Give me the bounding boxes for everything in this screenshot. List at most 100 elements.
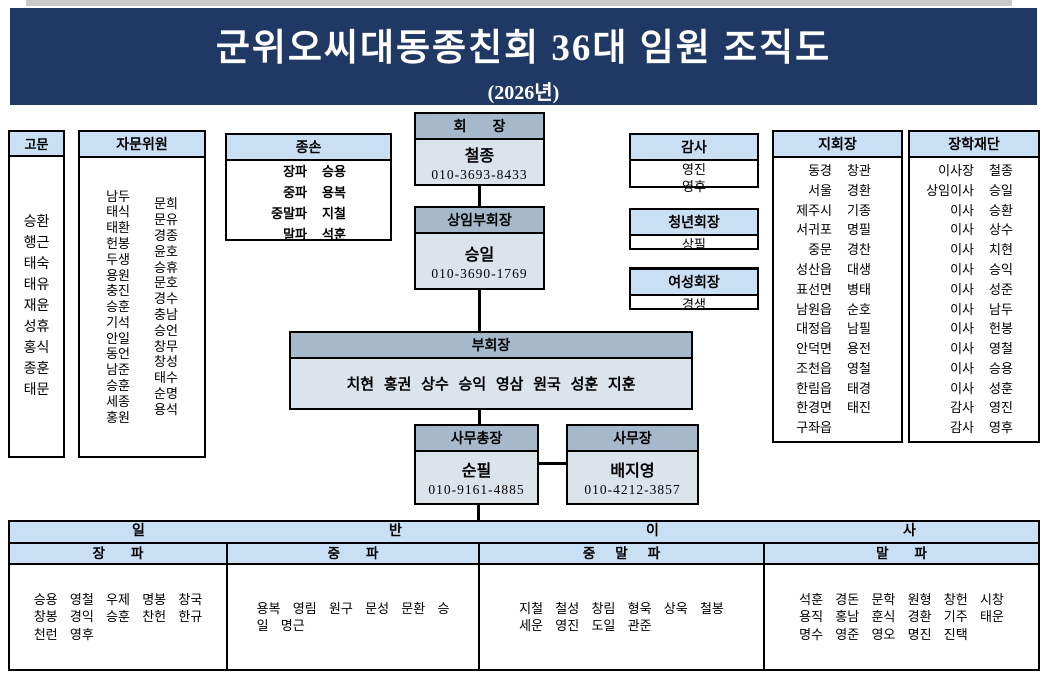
table-row: 동경 창관 bbox=[774, 161, 901, 181]
region-label: 동경 bbox=[808, 162, 832, 178]
region-label: 안덕면 bbox=[796, 341, 832, 357]
names-line: 천런 영후 bbox=[33, 626, 94, 642]
list-item: 윤호 bbox=[154, 243, 178, 259]
office-manager-box: 사무장 배지영 010-4212-3857 bbox=[566, 424, 699, 505]
person-name: 창관 bbox=[847, 162, 871, 178]
branch-chairs-rows: 동경 창관 서울 경환 제주시 기종 서귀포 명필 중문 경찬 성산읍 대생 표… bbox=[774, 158, 901, 441]
person-name bbox=[847, 418, 901, 438]
person-name: 대생 bbox=[847, 261, 871, 277]
names-line: 용직 홍남 훈식 경환 기주 태운 bbox=[799, 609, 1004, 625]
list-item: 세종 bbox=[106, 393, 130, 409]
title-banner: 군위오씨대동종친회 36대 임원 조직도 (2026년) bbox=[10, 8, 1037, 105]
list-item: 태식 bbox=[106, 204, 130, 220]
table-row: 이사 남두 bbox=[910, 300, 1038, 320]
box-header: 여성회장 bbox=[631, 270, 757, 296]
person-name: 승익 bbox=[989, 261, 1013, 277]
connector-secretary-office bbox=[539, 462, 566, 465]
chairman-name: 철종 bbox=[464, 147, 495, 165]
table-row: 중파 용복 bbox=[227, 182, 390, 203]
table-row: 이사 영철 bbox=[910, 339, 1038, 359]
person-name: 영철 bbox=[989, 341, 1013, 357]
list-item: 문희 bbox=[154, 196, 178, 212]
person-name: 치현 bbox=[989, 242, 1013, 258]
box-header: 상임부회장 bbox=[416, 208, 543, 234]
person-name: 순호 bbox=[847, 301, 871, 317]
list-item: 홍원 bbox=[106, 409, 130, 425]
table-row: 한림읍 태경 bbox=[774, 379, 901, 399]
youth-chairman-box: 청년회장 상필 bbox=[629, 208, 759, 252]
box-header: 부회장 bbox=[291, 333, 691, 359]
table-row: 이사 성훈 bbox=[910, 379, 1038, 399]
standing-vice-name: 승일 bbox=[464, 246, 495, 264]
person-name: 병태 bbox=[847, 281, 871, 297]
person-name: 남두 bbox=[989, 301, 1013, 317]
header-char: 일 bbox=[132, 524, 145, 539]
names-line: 지철 철성 창림 형욱 상욱 철봉 bbox=[519, 600, 724, 616]
person-name: 성준 bbox=[989, 281, 1013, 297]
branch-header-jungpa: 중파 bbox=[228, 544, 480, 563]
malpa-cell: 석훈 경돈 문학 원형 창헌 시창 용직 홍남 훈식 경환 기주 태운 명수 영준 … bbox=[765, 565, 1038, 669]
role-label: 이사 bbox=[950, 242, 974, 258]
branch-header-jangpa: 장파 bbox=[10, 544, 228, 563]
person-name: 남필 bbox=[847, 321, 871, 337]
names-line: 창봉 경익 승훈 찬헌 한규 bbox=[33, 609, 203, 625]
list-item: 승훈 bbox=[106, 378, 130, 394]
list-item: 경수 bbox=[154, 291, 178, 307]
list-item: 용원 bbox=[106, 267, 130, 283]
chairman-box: 회장 철종 010-3693-8433 bbox=[414, 112, 545, 186]
region-label: 구좌읍 bbox=[796, 420, 832, 436]
role-label: 이사 bbox=[950, 360, 974, 376]
table-row: 안덕면 용전 bbox=[774, 339, 901, 359]
person-name: 용전 bbox=[847, 341, 871, 357]
list-item: 동언 bbox=[106, 346, 130, 362]
list-item: 승언 bbox=[154, 322, 178, 338]
role-label: 이사 bbox=[950, 380, 974, 396]
table-row: 조천읍 영철 bbox=[774, 359, 901, 379]
table-row: 장파 승용 bbox=[227, 161, 390, 182]
region-label: 한경면 bbox=[796, 400, 832, 416]
table-row: 중말파 지철 bbox=[227, 203, 390, 224]
table-row: 감사 영진 bbox=[910, 398, 1038, 418]
list-item: 재윤 bbox=[23, 299, 50, 314]
directors-branch-headers: 장파 중파 중말파 말파 bbox=[10, 544, 1038, 565]
list-item: 행근 bbox=[23, 236, 50, 251]
role-label: 이사 bbox=[950, 202, 974, 218]
person-name: 석훈 bbox=[322, 227, 346, 242]
person-name: 기종 bbox=[847, 202, 871, 218]
branch-label: 장파 bbox=[283, 164, 307, 179]
connector-vicechairmen-secretary bbox=[478, 410, 481, 424]
secretary-general-phone: 010-9161-4885 bbox=[428, 482, 525, 497]
table-row: 표선면 병태 bbox=[774, 280, 901, 300]
role-label: 이사 bbox=[950, 281, 974, 297]
names-line: 용복 영림 원구 문성 문환 승 bbox=[256, 600, 450, 616]
table-row: 이사 상수 bbox=[910, 220, 1038, 240]
role-label: 이사장 bbox=[938, 162, 974, 178]
jangpa-cell: 승용 영철 우제 명봉 창국 창봉 경익 승훈 찬헌 한규 천런 영후 bbox=[10, 565, 228, 669]
table-row: 중문 경찬 bbox=[774, 240, 901, 260]
list-item: 승훈 bbox=[106, 299, 130, 315]
list-item: 승휴 bbox=[154, 259, 178, 275]
box-header: 자문위원 bbox=[80, 132, 204, 158]
person-name: 영철 bbox=[847, 360, 871, 376]
role-label: 이사 bbox=[950, 321, 974, 337]
table-row: 감사 영후 bbox=[910, 418, 1038, 438]
auditors-names: 영진 영후 bbox=[631, 161, 757, 195]
list-item: 기석 bbox=[106, 314, 130, 330]
person-name: 영후 bbox=[989, 420, 1013, 436]
person-name: 태진 bbox=[847, 400, 871, 416]
advisors-col2: 문희 문유 경종 윤호 승휴 문호 경수 충남 승언 창무 창성 태수 순명 용석 bbox=[154, 196, 178, 417]
list-item: 안일 bbox=[106, 330, 130, 346]
list-item: 태유 bbox=[23, 278, 50, 293]
branch-label: 말파 bbox=[283, 227, 307, 242]
table-row: 대정읍 남필 bbox=[774, 319, 901, 339]
box-header: 장학재단 bbox=[910, 132, 1038, 158]
role-label: 이사 bbox=[950, 222, 974, 238]
table-row: 이사 승환 bbox=[910, 201, 1038, 221]
person-name: 승용 bbox=[989, 360, 1013, 376]
list-item: 문유 bbox=[154, 212, 178, 228]
region-label: 서귀포 bbox=[796, 222, 832, 238]
table-row: 서귀포 명필 bbox=[774, 220, 901, 240]
secretary-general-box: 사무총장 순필 010-9161-4885 bbox=[414, 424, 539, 505]
